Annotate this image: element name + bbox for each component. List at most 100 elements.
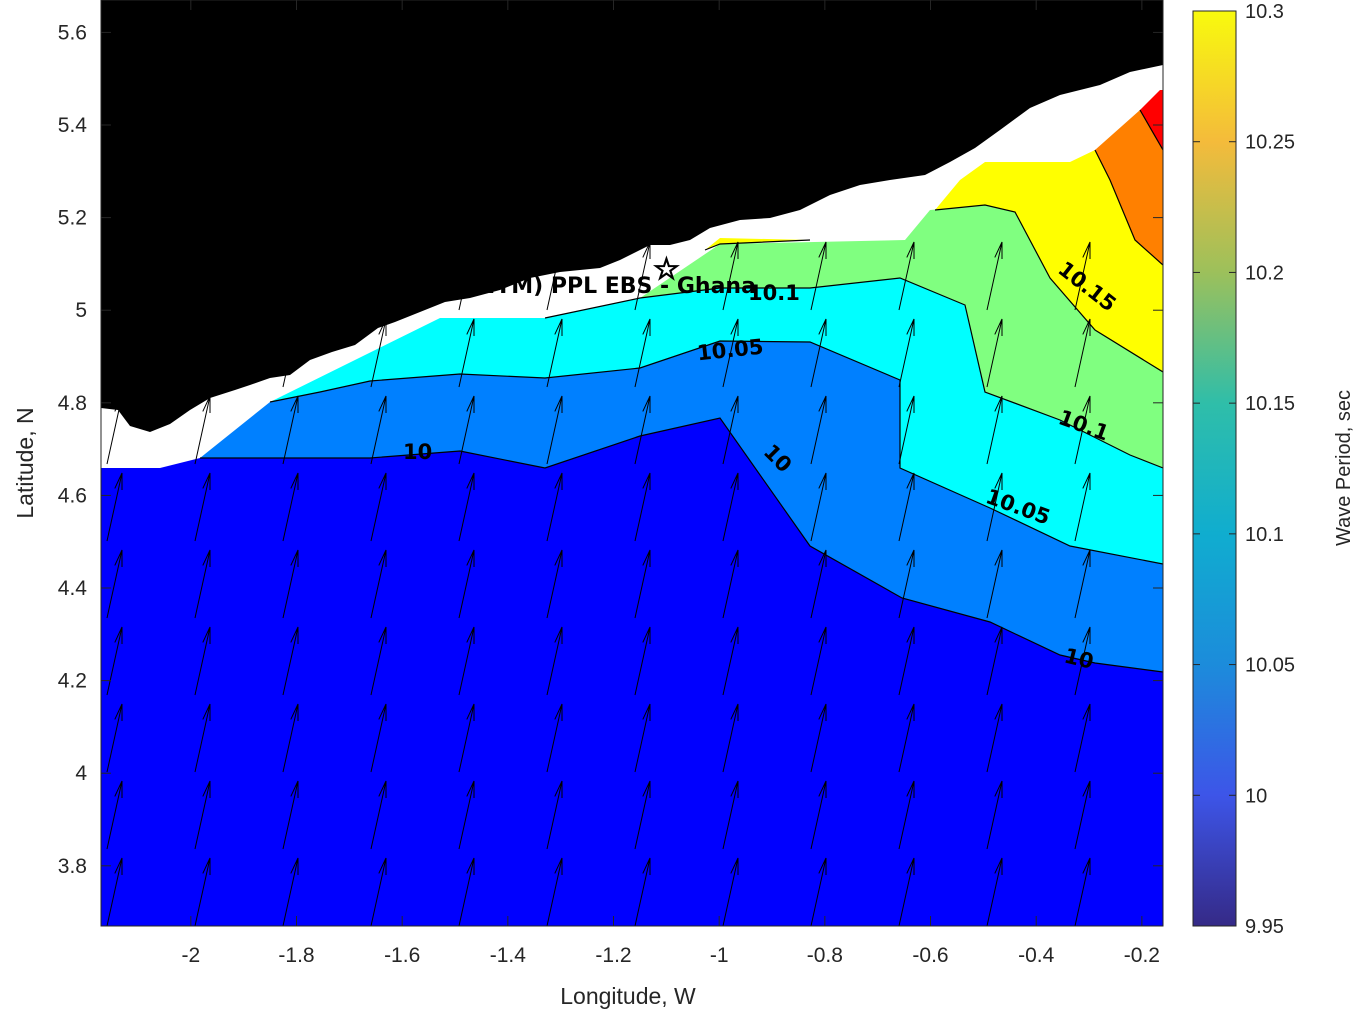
wave-vector-arrow [986, 472, 1003, 542]
wave-vector-arrow [370, 472, 387, 542]
contour-line-10.05 [269, 340, 1163, 565]
y-tick-label: 5.2 [58, 207, 87, 230]
wave-vector-arrow [106, 703, 123, 773]
x-tick-label: -0.4 [1018, 944, 1055, 967]
wave-vector-arrow [986, 626, 1003, 696]
wave-vector-arrow [106, 857, 123, 926]
colorbar-tick-label: 9.95 [1245, 916, 1284, 938]
fill-band-10.05-10.1 [270, 278, 1163, 564]
wave-vector-arrow [1162, 461, 1163, 464]
wave-vector-arrow [194, 318, 211, 388]
wave-vector-arrow [106, 549, 123, 619]
wave-vector-arrow [898, 857, 915, 926]
wave-vector-arrow [898, 780, 915, 850]
wave-vector-arrow [458, 472, 475, 542]
wave-vector-arrow [458, 626, 475, 696]
y-tick-label: 5.4 [58, 114, 88, 137]
y-tick-label: 4.4 [58, 577, 88, 600]
fill-band-10.1-10.15 [440, 205, 1163, 468]
wave-vector-arrow [106, 395, 123, 465]
contour-line-10.25 [1139, 109, 1163, 151]
plot-area: ☆ EA (ONHYM) PPL EBS - Ghana 10 10 10 10… [101, 0, 1163, 926]
wave-vector-arrow [986, 703, 1003, 773]
colorbar-tick-label: 10.25 [1245, 132, 1295, 154]
wave-vector-arrow [634, 241, 651, 311]
wave-vector-arrow [1162, 846, 1163, 849]
wave-vector-arrow [1162, 307, 1163, 310]
wave-vector-arrow [194, 395, 211, 465]
y-tick-label: 4.6 [58, 484, 87, 507]
wave-vector-arrow [458, 395, 475, 465]
wave-vector-arrow [722, 472, 739, 542]
wave-vector-arrow [722, 241, 739, 311]
x-tick-label: -0.6 [912, 944, 948, 967]
wave-vector-arrow [458, 318, 475, 388]
wave-vector-arrow [546, 472, 563, 542]
wave-vector-arrow [282, 549, 299, 619]
wave-vector-arrow [194, 241, 211, 311]
wave-vector-arrow [810, 703, 827, 773]
wave-vector-arrow [1162, 384, 1163, 387]
wave-vector-arrow [1074, 241, 1091, 311]
wave-vector-arrow [986, 780, 1003, 850]
wave-vector-arrow [634, 626, 651, 696]
wave-vector-arrow [1074, 626, 1091, 696]
contour-line-10.15 [934, 204, 1163, 373]
wave-vector-arrow [370, 549, 387, 619]
wave-vector-arrow [1162, 923, 1163, 926]
colorbar-tick-label: 10.3 [1245, 1, 1284, 23]
wave-vector-arrow [810, 318, 827, 388]
wave-vector-arrow [634, 395, 651, 465]
wave-vector-arrow [1074, 857, 1091, 926]
wave-vector-arrow [194, 472, 211, 542]
wave-vector-arrow [898, 395, 915, 465]
wave-vector-arrow [282, 472, 299, 542]
fill-band-10-10.05 [200, 341, 1163, 672]
site-label: EA (ONHYM) PPL EBS - Ghana [390, 274, 756, 299]
contour-line-yellow-sliver [704, 239, 811, 251]
wave-vector-arrow [194, 626, 211, 696]
x-axis: -2 -1.8 -1.6 -1.4 -1.2 -1 -0.8 -0.6 -0.4 -0.2 [181, 0, 1160, 967]
wave-vector-arrow [370, 703, 387, 773]
contour-line-10.1 [544, 277, 1163, 469]
wave-vector-arrow [986, 549, 1003, 619]
wave-vector-arrow [194, 780, 211, 850]
wave-vector-arrow [1074, 395, 1091, 465]
wave-vector-arrow [546, 780, 563, 850]
wave-vector-arrow [282, 780, 299, 850]
wave-vector-arrow [1074, 472, 1091, 542]
colorbar-tick-label: 10.2 [1245, 262, 1284, 284]
wave-vector-arrow [370, 780, 387, 850]
wave-vector-arrow [898, 549, 915, 619]
wave-vector-arrow [986, 857, 1003, 926]
x-tick-label: -0.2 [1124, 944, 1160, 967]
colorbar-tick-label: 10 [1245, 785, 1267, 807]
wave-vector-arrow [810, 857, 827, 926]
wave-vector-arrow [986, 395, 1003, 465]
wave-vector-arrow [986, 318, 1003, 388]
wave-vector-arrow [898, 241, 915, 311]
wave-vector-arrow [898, 703, 915, 773]
contour-line-10 [200, 417, 1163, 673]
x-tick-label: -1.2 [595, 944, 631, 967]
wave-vector-arrow [458, 703, 475, 773]
wave-vector-arrow [370, 318, 387, 388]
x-tick-label: -1.8 [278, 944, 314, 967]
wave-vector-arrow [634, 472, 651, 542]
colorbar-tick-label: 10.05 [1245, 655, 1295, 677]
wave-vector-arrow [546, 241, 563, 311]
wave-vector-arrow [1074, 703, 1091, 773]
wave-vector-arrow [810, 395, 827, 465]
wave-vector-arrow [282, 626, 299, 696]
x-tick-label: -1.4 [490, 944, 527, 967]
wave-vector-arrow [458, 857, 475, 926]
y-tick-label: 5 [75, 299, 87, 322]
wave-vector-arrow [106, 318, 123, 388]
wave-vector-arrow [546, 626, 563, 696]
wave-vector-arrow [370, 626, 387, 696]
wave-vector-arrow [722, 857, 739, 926]
wave-vector-arrow [106, 241, 123, 311]
wave-vector-arrow [194, 549, 211, 619]
wave-vector-arrow [458, 780, 475, 850]
fill-band-above-10.25 [1140, 90, 1163, 150]
